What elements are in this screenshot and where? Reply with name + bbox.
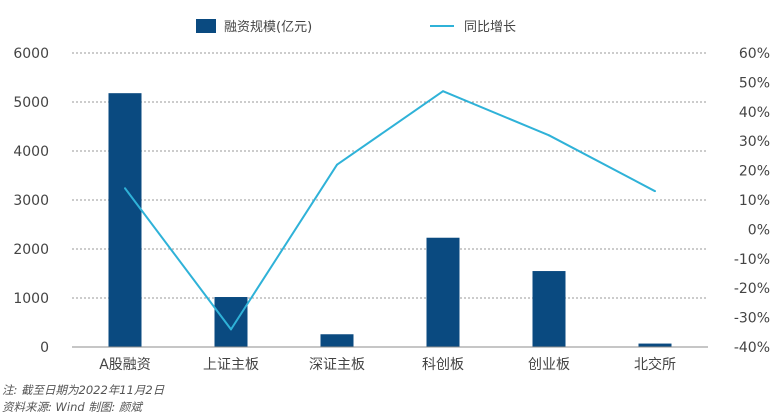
y-left-tick-label: 5000 <box>13 95 49 111</box>
bar <box>532 271 566 347</box>
y-axis-right: 60% 50% 40% 30% 20% 10% 0% -10% -20% -30% -40% <box>734 46 770 356</box>
x-tick-label: 深证主板 <box>309 357 365 373</box>
growth-point <box>548 134 550 137</box>
legend-bar-swatch <box>196 19 216 33</box>
y-right-tick-label: 40% <box>739 105 770 121</box>
y-right-tick-label: 20% <box>739 164 770 180</box>
legend: 融资规模(亿元) 同比增长 <box>196 19 516 35</box>
growth-point <box>654 190 656 193</box>
y-left-tick-label: 4000 <box>13 144 49 160</box>
y-left-tick-label: 3000 <box>13 193 49 209</box>
x-tick-label: A股融资 <box>99 357 151 373</box>
y-right-tick-label: -10% <box>734 252 770 268</box>
y-right-tick-label: 0% <box>748 222 770 238</box>
growth-line <box>124 90 656 331</box>
bar <box>426 237 460 347</box>
x-tick-label: 上证主板 <box>203 357 259 373</box>
bar <box>214 297 248 347</box>
x-axis: A股融资 上证主板 深证主板 科创板 创业板 北交所 <box>72 346 708 373</box>
bar <box>108 93 142 348</box>
growth-point <box>442 90 444 93</box>
bars <box>108 93 672 348</box>
growth-point <box>124 187 126 190</box>
bar <box>320 334 354 347</box>
growth-line-path <box>124 90 656 331</box>
y-right-tick-label: 60% <box>739 46 770 62</box>
y-left-tick-label: 0 <box>40 340 49 356</box>
growth-point <box>336 163 338 166</box>
legend-line-label: 同比增长 <box>464 20 516 35</box>
x-tick-label: 科创板 <box>422 357 464 373</box>
bar <box>638 343 672 347</box>
y-right-tick-label: -20% <box>734 281 770 297</box>
y-left-tick-label: 6000 <box>13 46 49 62</box>
y-right-tick-label: 50% <box>739 75 770 91</box>
y-left-tick-label: 1000 <box>13 291 49 307</box>
x-tick-label: 北交所 <box>634 356 676 373</box>
y-right-tick-label: 30% <box>739 134 770 150</box>
y-left-tick-label: 2000 <box>13 242 49 258</box>
growth-point <box>230 328 232 331</box>
y-axis-left: 0 1000 2000 3000 4000 5000 6000 <box>13 46 49 356</box>
y-right-tick-label: -40% <box>734 340 770 356</box>
date-note: 注: 截至日期为2022年11月2日 <box>2 383 165 397</box>
source-note: 资料来源: Wind 制图: 颜斌 <box>2 400 142 414</box>
gridlines <box>72 52 708 299</box>
x-tick-label: 创业板 <box>528 357 570 373</box>
legend-bar-label: 融资规模(亿元) <box>224 20 312 35</box>
y-right-tick-label: 10% <box>739 193 770 209</box>
y-right-tick-label: -30% <box>734 311 770 327</box>
